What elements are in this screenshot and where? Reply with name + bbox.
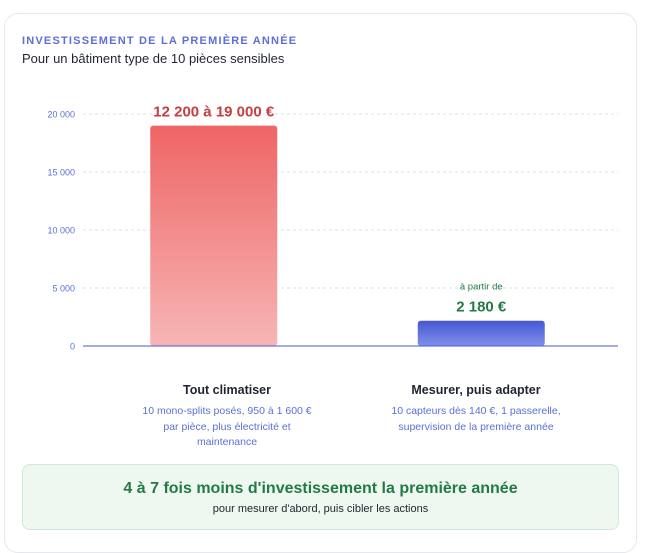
callout-subtext: pour mesurer d'abord, puis cibler les ac… xyxy=(212,503,429,515)
chart-eyebrow-title: INVESTISSEMENT DE LA PREMIÈRE ANNÉE xyxy=(22,35,298,47)
category-description: 10 mono-splits posés, 950 à 1 600 € par … xyxy=(107,404,347,451)
bar-value-prefix: à partir de xyxy=(460,282,503,293)
category-description-line: par pièce, plus électricité et xyxy=(163,420,291,433)
chart-subtitle: Pour un bâtiment type de 10 pièces sensi… xyxy=(22,51,285,66)
y-axis-ticks: 0 5 000 10 000 15 000 20 000 xyxy=(47,110,75,352)
bar-value-label: 12 200 à 19 000 € xyxy=(153,104,275,121)
category-name: Tout climatiser xyxy=(183,383,271,397)
category-description-line: maintenance xyxy=(196,436,258,448)
callout-headline: 4 à 7 fois moins d'investissement la pre… xyxy=(123,480,518,497)
bar-chart: 0 5 000 10 000 15 000 20 000 12 200 à 19 000… xyxy=(47,104,618,352)
bars xyxy=(150,125,545,346)
bar-0 xyxy=(150,125,278,346)
category-description-line: 10 mono-splits posés, 950 à 1 600 € xyxy=(142,405,312,417)
category-description-line: 10 capteurs dès 140 €, 1 passerelle, xyxy=(391,405,561,417)
category-tout-climatiser: Tout climatiser 10 mono-splits posés, 95… xyxy=(107,383,347,451)
chart-card xyxy=(4,13,637,553)
bar-value-label: 2 180 € xyxy=(456,299,507,316)
grid-lines xyxy=(83,113,618,289)
y-tick-label: 20 000 xyxy=(47,110,75,120)
y-tick-label: 10 000 xyxy=(47,226,75,236)
category-mesurer-puis-adapter: Mesurer, puis adapter 10 capteurs dès 14… xyxy=(356,383,596,435)
summary-callout: 4 à 7 fois moins d'investissement la pre… xyxy=(22,464,619,530)
category-description-line: supervision de la première année xyxy=(398,420,554,433)
category-name: Mesurer, puis adapter xyxy=(411,383,541,397)
y-tick-label: 15 000 xyxy=(47,168,75,178)
y-tick-label: 5 000 xyxy=(52,284,75,294)
category-description: 10 capteurs dès 140 €, 1 passerelle, sup… xyxy=(356,404,596,435)
value-labels: 12 200 à 19 000 € 2 180 € à partir de xyxy=(153,104,507,316)
y-tick-label: 0 xyxy=(70,342,75,352)
bar-1 xyxy=(417,320,545,346)
